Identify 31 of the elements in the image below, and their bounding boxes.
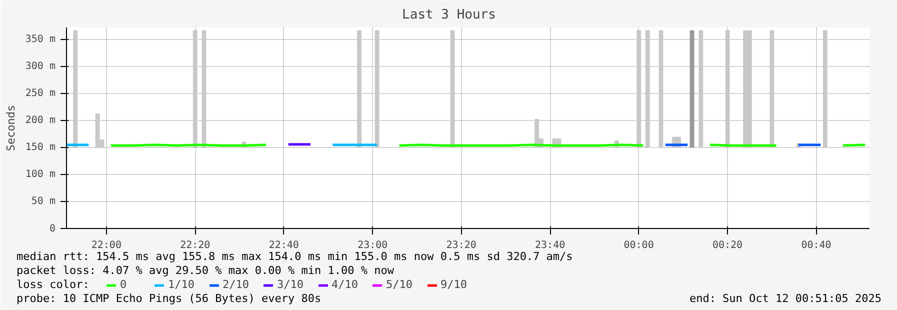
legend-label: 2/10 [222, 278, 249, 291]
x-tick-label: 22:40 [268, 240, 299, 251]
y-tick-label: 150 m [25, 142, 56, 154]
text: end: Sun Oct 12 00:51:05 2025 [689, 292, 882, 305]
x-tick-label: 23:00 [358, 240, 388, 251]
x-tick-label: 23:20 [446, 240, 476, 251]
y-axis-title: Seconds [4, 104, 18, 152]
x-tick-label: 22:00 [91, 240, 122, 251]
legend-label: 5/10 [386, 278, 412, 291]
y-tick-label: 200 m [25, 115, 56, 126]
legend-label: 1/10 [168, 278, 194, 291]
y-tick-label: 350 m [25, 34, 56, 45]
text: median rtt: 154.5 ms avg 155.8 ms max 154.0 ms min 155.0 ms now 0.5 ms sd 320.7 am/s [16, 250, 573, 263]
x-tick-label: 22:20 [180, 240, 210, 251]
x-tick-label: 00:00 [624, 240, 654, 251]
y-tick-label: 0 [49, 223, 56, 234]
legend-label: 0 [120, 278, 128, 291]
y-tick-label: 250 m [25, 88, 56, 100]
text: packet loss: 4.07 % avg 29.50 % max 0.00 % min 1.00 % now [16, 264, 394, 277]
x-tick-label: 00:20 [712, 240, 743, 251]
legend-label: 4/10 [332, 278, 358, 291]
y-tick-label: 300 m [25, 60, 56, 72]
y-tick-label: 50 m [31, 196, 56, 208]
legend-title: loss color: [16, 278, 90, 291]
legend-label: 9/10 [440, 278, 467, 291]
y-tick-label: 100 m [25, 169, 56, 180]
legend-label: 3/10 [277, 278, 304, 291]
x-tick-label: 23:40 [535, 240, 566, 251]
chart-title: Last 3 Hours [402, 8, 496, 22]
text: probe: 10 ICMP Echo Pings (56 Bytes) every 80s [16, 292, 322, 305]
x-tick-label: 00:40 [801, 240, 832, 251]
